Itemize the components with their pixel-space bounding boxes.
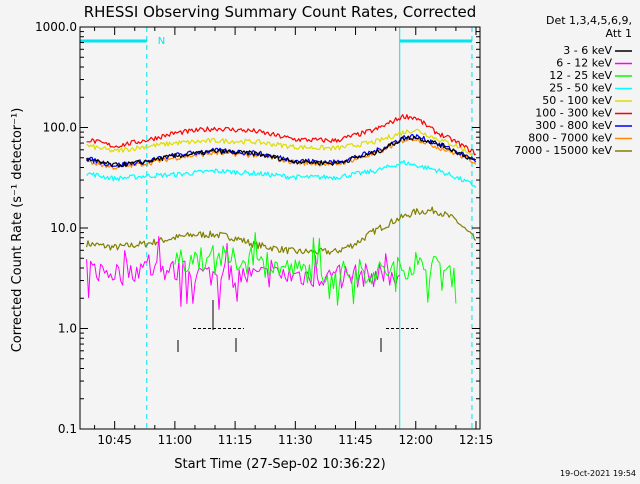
x-tick-label: 11:30 xyxy=(278,433,313,447)
series-line-7000-15000-keV xyxy=(86,206,477,255)
y-axis-label: Corrected Count Rate (s⁻¹ detector⁻¹) xyxy=(10,108,25,353)
legend-label: 100 - 300 keV xyxy=(535,107,612,120)
x-axis-label: Start Time (27-Sep-02 10:36:22) xyxy=(174,457,385,472)
legend-label: 6 - 12 keV xyxy=(556,57,612,70)
y-tick-label: 0.1 xyxy=(58,422,77,436)
x-tick-label: 11:15 xyxy=(218,433,253,447)
legend-label: 3 - 6 keV xyxy=(563,44,612,57)
x-tick-label: 11:45 xyxy=(338,433,373,447)
legend-label: 50 - 100 keV xyxy=(542,94,612,107)
spike-markers xyxy=(177,300,418,352)
x-tick-label: 11:00 xyxy=(158,433,193,447)
x-tick-label: 12:15 xyxy=(459,433,494,447)
x-tick-label: 10:45 xyxy=(97,433,132,447)
axes: 0.1 1.0 10.0 100.0 1000.0 10:45 11:00 11:15 11:3… xyxy=(35,20,493,447)
series-line-100-300-keV xyxy=(86,114,476,156)
y-tick-label: 1.0 xyxy=(58,322,77,336)
series-line-25-50-keV xyxy=(86,159,477,188)
render-timestamp: 19-Oct-2021 19:54 xyxy=(560,469,636,478)
data-series xyxy=(86,114,477,310)
series-line-50-100-keV xyxy=(86,128,477,156)
y-tick-label: 1000.0 xyxy=(35,20,77,34)
legend-label: 25 - 50 keV xyxy=(549,82,612,95)
y-tick-label: 10.0 xyxy=(50,221,77,235)
legend-label: 12 - 25 keV xyxy=(549,69,612,82)
legend-header-line-2: Att 1 xyxy=(606,27,632,40)
legend-header-line-1: Det 1,3,4,5,6,9, xyxy=(546,14,632,27)
series-line-300-800-keV xyxy=(86,133,477,168)
y-tick-label: 100.0 xyxy=(43,121,77,135)
legend-label: 800 - 7000 keV xyxy=(528,132,612,145)
legend-label: 7000 - 15000 keV xyxy=(514,144,612,157)
legend-label: 300 - 800 keV xyxy=(535,119,612,132)
series-line-3-6-keV xyxy=(86,135,477,168)
chart-title: RHESSI Observing Summary Count Rates, Co… xyxy=(84,3,477,21)
annotation-label: N xyxy=(158,36,165,47)
x-tick-label: 12:00 xyxy=(398,433,433,447)
series-line-12-25-keV xyxy=(174,232,457,306)
